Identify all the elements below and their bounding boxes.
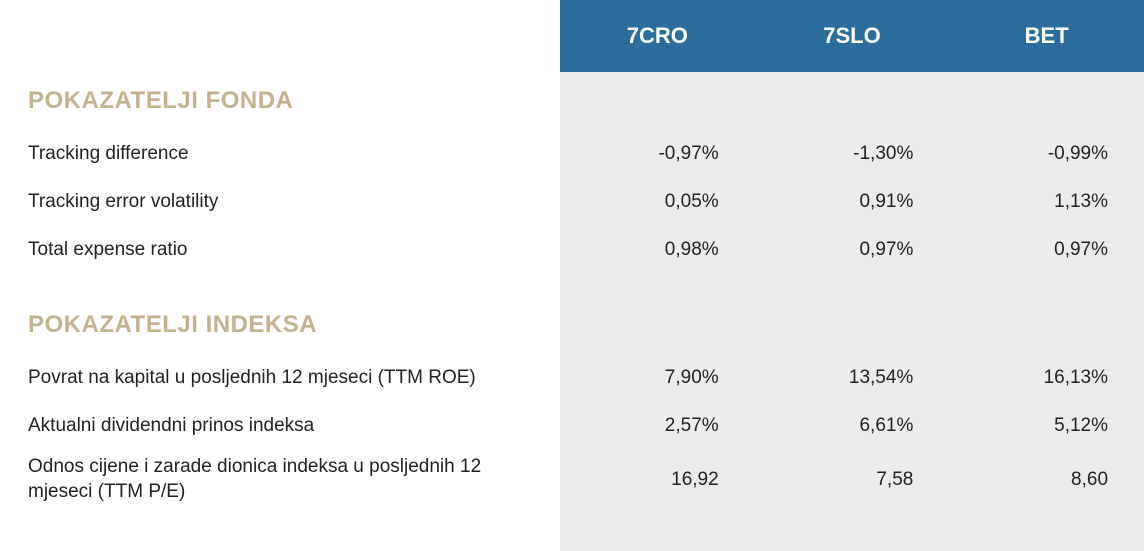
value-cell: -0,97% xyxy=(560,143,755,165)
row-label: Povrat na kapital u posljednih 12 mjesec… xyxy=(28,366,476,391)
column-headers: 7CRO 7SLO BET xyxy=(560,0,1144,72)
value-cell: -0,99% xyxy=(949,143,1144,165)
row-label: Tracking difference xyxy=(28,142,189,167)
value-cell: 5,12% xyxy=(949,415,1144,437)
row-label: Tracking error volatility xyxy=(28,190,218,215)
value-cell: 0,05% xyxy=(560,191,755,213)
value-cell: -1,30% xyxy=(755,143,950,165)
value-cell: 7,90% xyxy=(560,367,755,389)
value-cell: 8,60 xyxy=(949,469,1144,491)
row-label: Total expense ratio xyxy=(28,238,188,263)
row-label: Aktualni dividendni prinos indeksa xyxy=(28,414,314,439)
value-cell: 0,97% xyxy=(949,239,1144,261)
section-title-fund: POKAZATELJI FONDA xyxy=(28,87,293,115)
value-cell: 13,54% xyxy=(755,367,950,389)
value-cell: 6,61% xyxy=(755,415,950,437)
value-cell: 0,98% xyxy=(560,239,755,261)
value-cell: 16,92 xyxy=(560,469,755,491)
column-header: 7SLO xyxy=(755,0,950,72)
value-cell: 0,91% xyxy=(755,191,950,213)
values-column: 7CRO 7SLO BET -0,97% -1,30% -0,99% 0,05%… xyxy=(560,0,1144,551)
column-header: 7CRO xyxy=(560,0,755,72)
fund-metrics-table: POKAZATELJI FONDA Tracking difference Tr… xyxy=(0,0,1144,551)
row-label: Odnos cijene i zarade dionica indeksa u … xyxy=(28,455,498,504)
section-title-index: POKAZATELJI INDEKSA xyxy=(28,311,317,339)
value-cell: 1,13% xyxy=(949,191,1144,213)
value-cell: 16,13% xyxy=(949,367,1144,389)
labels-column: POKAZATELJI FONDA Tracking difference Tr… xyxy=(0,0,560,551)
column-header: BET xyxy=(949,0,1144,72)
values-grid: -0,97% -1,30% -0,99% 0,05% 0,91% 1,13% 0… xyxy=(560,72,1144,551)
value-cell: 2,57% xyxy=(560,415,755,437)
value-cell: 0,97% xyxy=(755,239,950,261)
value-cell: 7,58 xyxy=(755,469,950,491)
